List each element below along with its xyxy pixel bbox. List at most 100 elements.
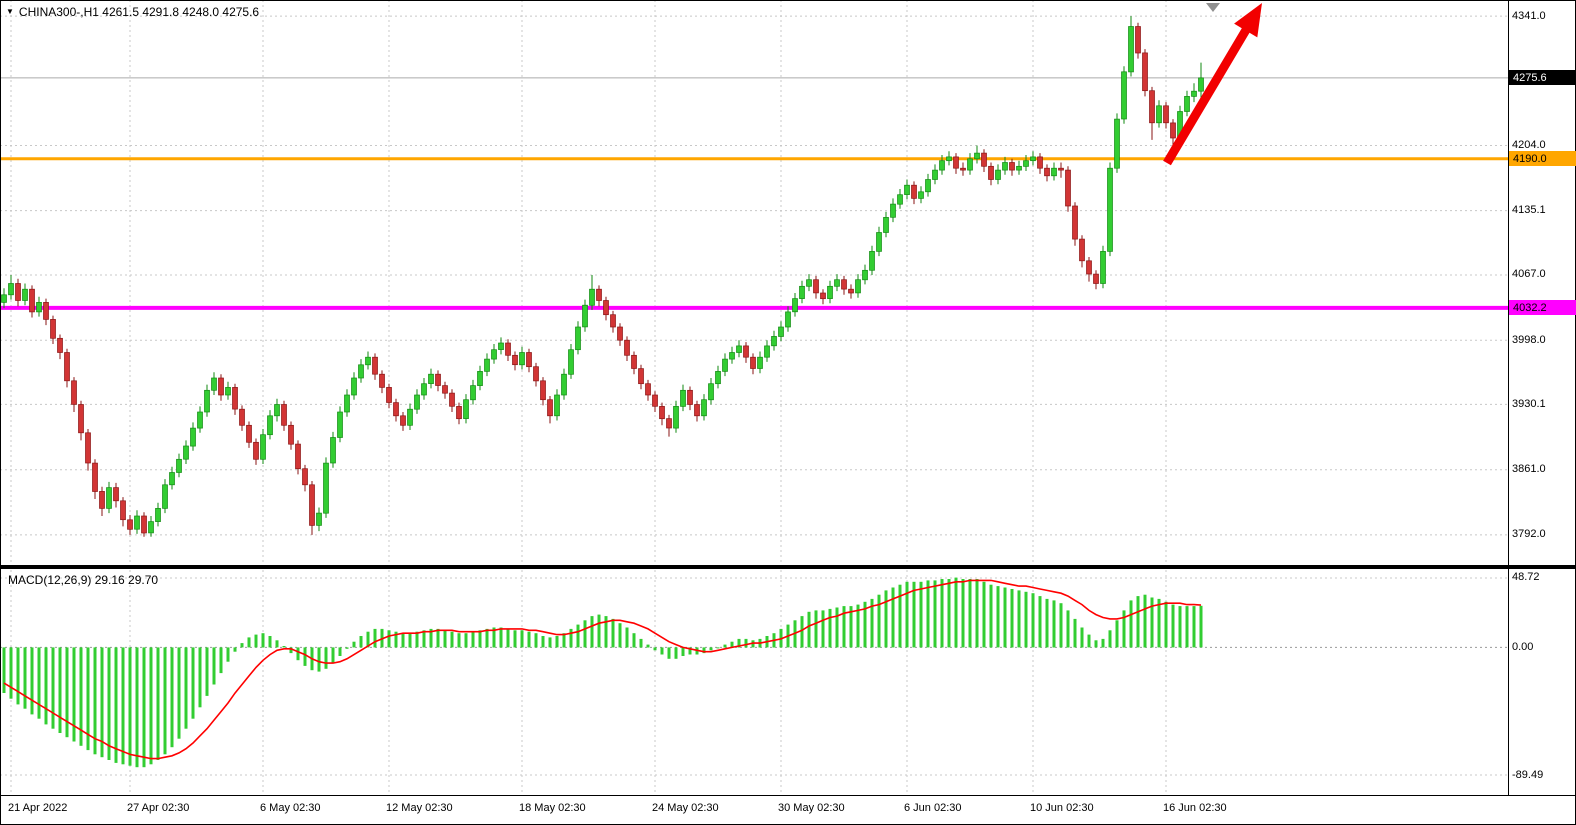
candle-body — [603, 300, 609, 316]
candle-body — [267, 415, 273, 436]
candle-body — [743, 345, 749, 358]
candle-body — [372, 356, 378, 375]
candle-body — [435, 373, 441, 386]
candle-body — [470, 385, 476, 401]
candle-body — [64, 352, 70, 382]
candle-body — [36, 302, 42, 313]
time-axis-label: 16 Jun 02:30 — [1163, 802, 1227, 814]
candle-body — [708, 383, 714, 401]
candle-body — [1072, 205, 1078, 240]
candle-body — [106, 487, 112, 509]
time-axis-label: 6 May 02:30 — [260, 802, 321, 814]
trend-arrow[interactable] — [1163, 3, 1262, 166]
symbol-dropdown-icon[interactable]: ▼ — [6, 7, 14, 16]
candle-body — [344, 394, 350, 413]
candle-body — [946, 156, 952, 162]
candle-body — [750, 356, 756, 369]
candle-body — [1016, 165, 1022, 171]
candle-body — [890, 203, 896, 218]
candle-body — [505, 342, 511, 356]
bid-price-tag: 4275.6 — [1509, 70, 1576, 86]
candle-body — [715, 371, 721, 385]
candle-body — [274, 404, 280, 417]
hline-price-tag: 4032.2 — [1509, 300, 1576, 316]
price-scale[interactable]: 4341.0 4204.0 4135.1 4067.0 3998.0 3930.1 3861… — [1509, 0, 1576, 565]
candle-body — [1156, 105, 1162, 124]
candle-body — [400, 415, 406, 426]
candles — [1, 16, 1204, 537]
candle-body — [659, 406, 665, 420]
candle-body — [8, 283, 14, 296]
candle-body — [981, 152, 987, 167]
candle-body — [449, 392, 455, 407]
candle-body — [1009, 162, 1015, 171]
candle-body — [820, 292, 826, 300]
panel-divider[interactable] — [0, 565, 1576, 569]
candle-body — [666, 418, 672, 429]
candle-body — [428, 373, 434, 384]
candle-body — [729, 352, 735, 360]
candle-body — [113, 487, 119, 502]
indicator-scale[interactable]: 48.72 0.00 -89.49 — [1509, 566, 1576, 795]
candle-body — [442, 385, 448, 394]
candle-body — [288, 424, 294, 445]
candle-body — [1135, 26, 1141, 54]
candle-body — [295, 443, 301, 470]
candle-body — [379, 373, 385, 388]
candle-body — [253, 441, 259, 460]
candle-body — [477, 371, 483, 386]
candle-body — [246, 424, 252, 443]
price-axis-label: 4341.0 — [1512, 9, 1546, 22]
candle-body — [225, 387, 231, 396]
candle-body — [1184, 96, 1190, 112]
candle-body — [904, 184, 910, 195]
candle-body — [540, 380, 546, 401]
time-axis-label: 27 Apr 02:30 — [127, 802, 190, 814]
candle-body — [526, 352, 532, 368]
candle-body — [1002, 162, 1008, 171]
time-axis-label: 30 May 02:30 — [778, 802, 845, 814]
candle-body — [491, 349, 497, 360]
indicator-axis-label: 48.72 — [1512, 571, 1540, 584]
candle-body — [827, 285, 833, 299]
candle-body — [85, 432, 91, 464]
candle-body — [792, 298, 798, 313]
candle-body — [1058, 167, 1064, 171]
candle-body — [1093, 273, 1099, 284]
candle-body — [120, 500, 126, 521]
candle-body — [323, 462, 329, 514]
price-axis-label: 4067.0 — [1512, 268, 1546, 281]
candle-body — [785, 311, 791, 328]
candle-body — [15, 283, 21, 301]
candle-body — [78, 404, 84, 434]
candle-body — [771, 336, 777, 347]
candle-body — [568, 349, 574, 375]
candle-body — [316, 512, 322, 526]
indicator-axis-label: -89.49 — [1512, 768, 1544, 781]
candle-body — [141, 515, 147, 534]
candle-body — [134, 515, 140, 530]
candle-body — [652, 394, 658, 407]
macd-histogram — [2, 577, 1203, 768]
candle-body — [610, 314, 616, 328]
chart-shift-icon[interactable] — [1206, 3, 1220, 12]
candle-body — [57, 337, 63, 353]
candle-body — [876, 232, 882, 252]
candle-body — [897, 194, 903, 205]
ohlc-readout: CHINA300-,H1 4261.5 4291.8 4248.0 4275.6 — [18, 5, 260, 19]
candle-body — [204, 389, 210, 413]
candle-body — [351, 377, 357, 396]
candle-body — [99, 491, 105, 509]
price-axis-label: 4204.0 — [1512, 139, 1546, 152]
time-scale[interactable]: 21 Apr 2022 27 Apr 02:30 6 May 02:30 12 May… — [0, 796, 1576, 825]
candle-body — [50, 319, 56, 339]
candle-body — [519, 352, 525, 366]
candle-body — [932, 169, 938, 180]
candle-body — [183, 445, 189, 460]
candle-body — [421, 383, 427, 396]
candle-body — [834, 279, 840, 287]
candle-body — [281, 404, 287, 426]
